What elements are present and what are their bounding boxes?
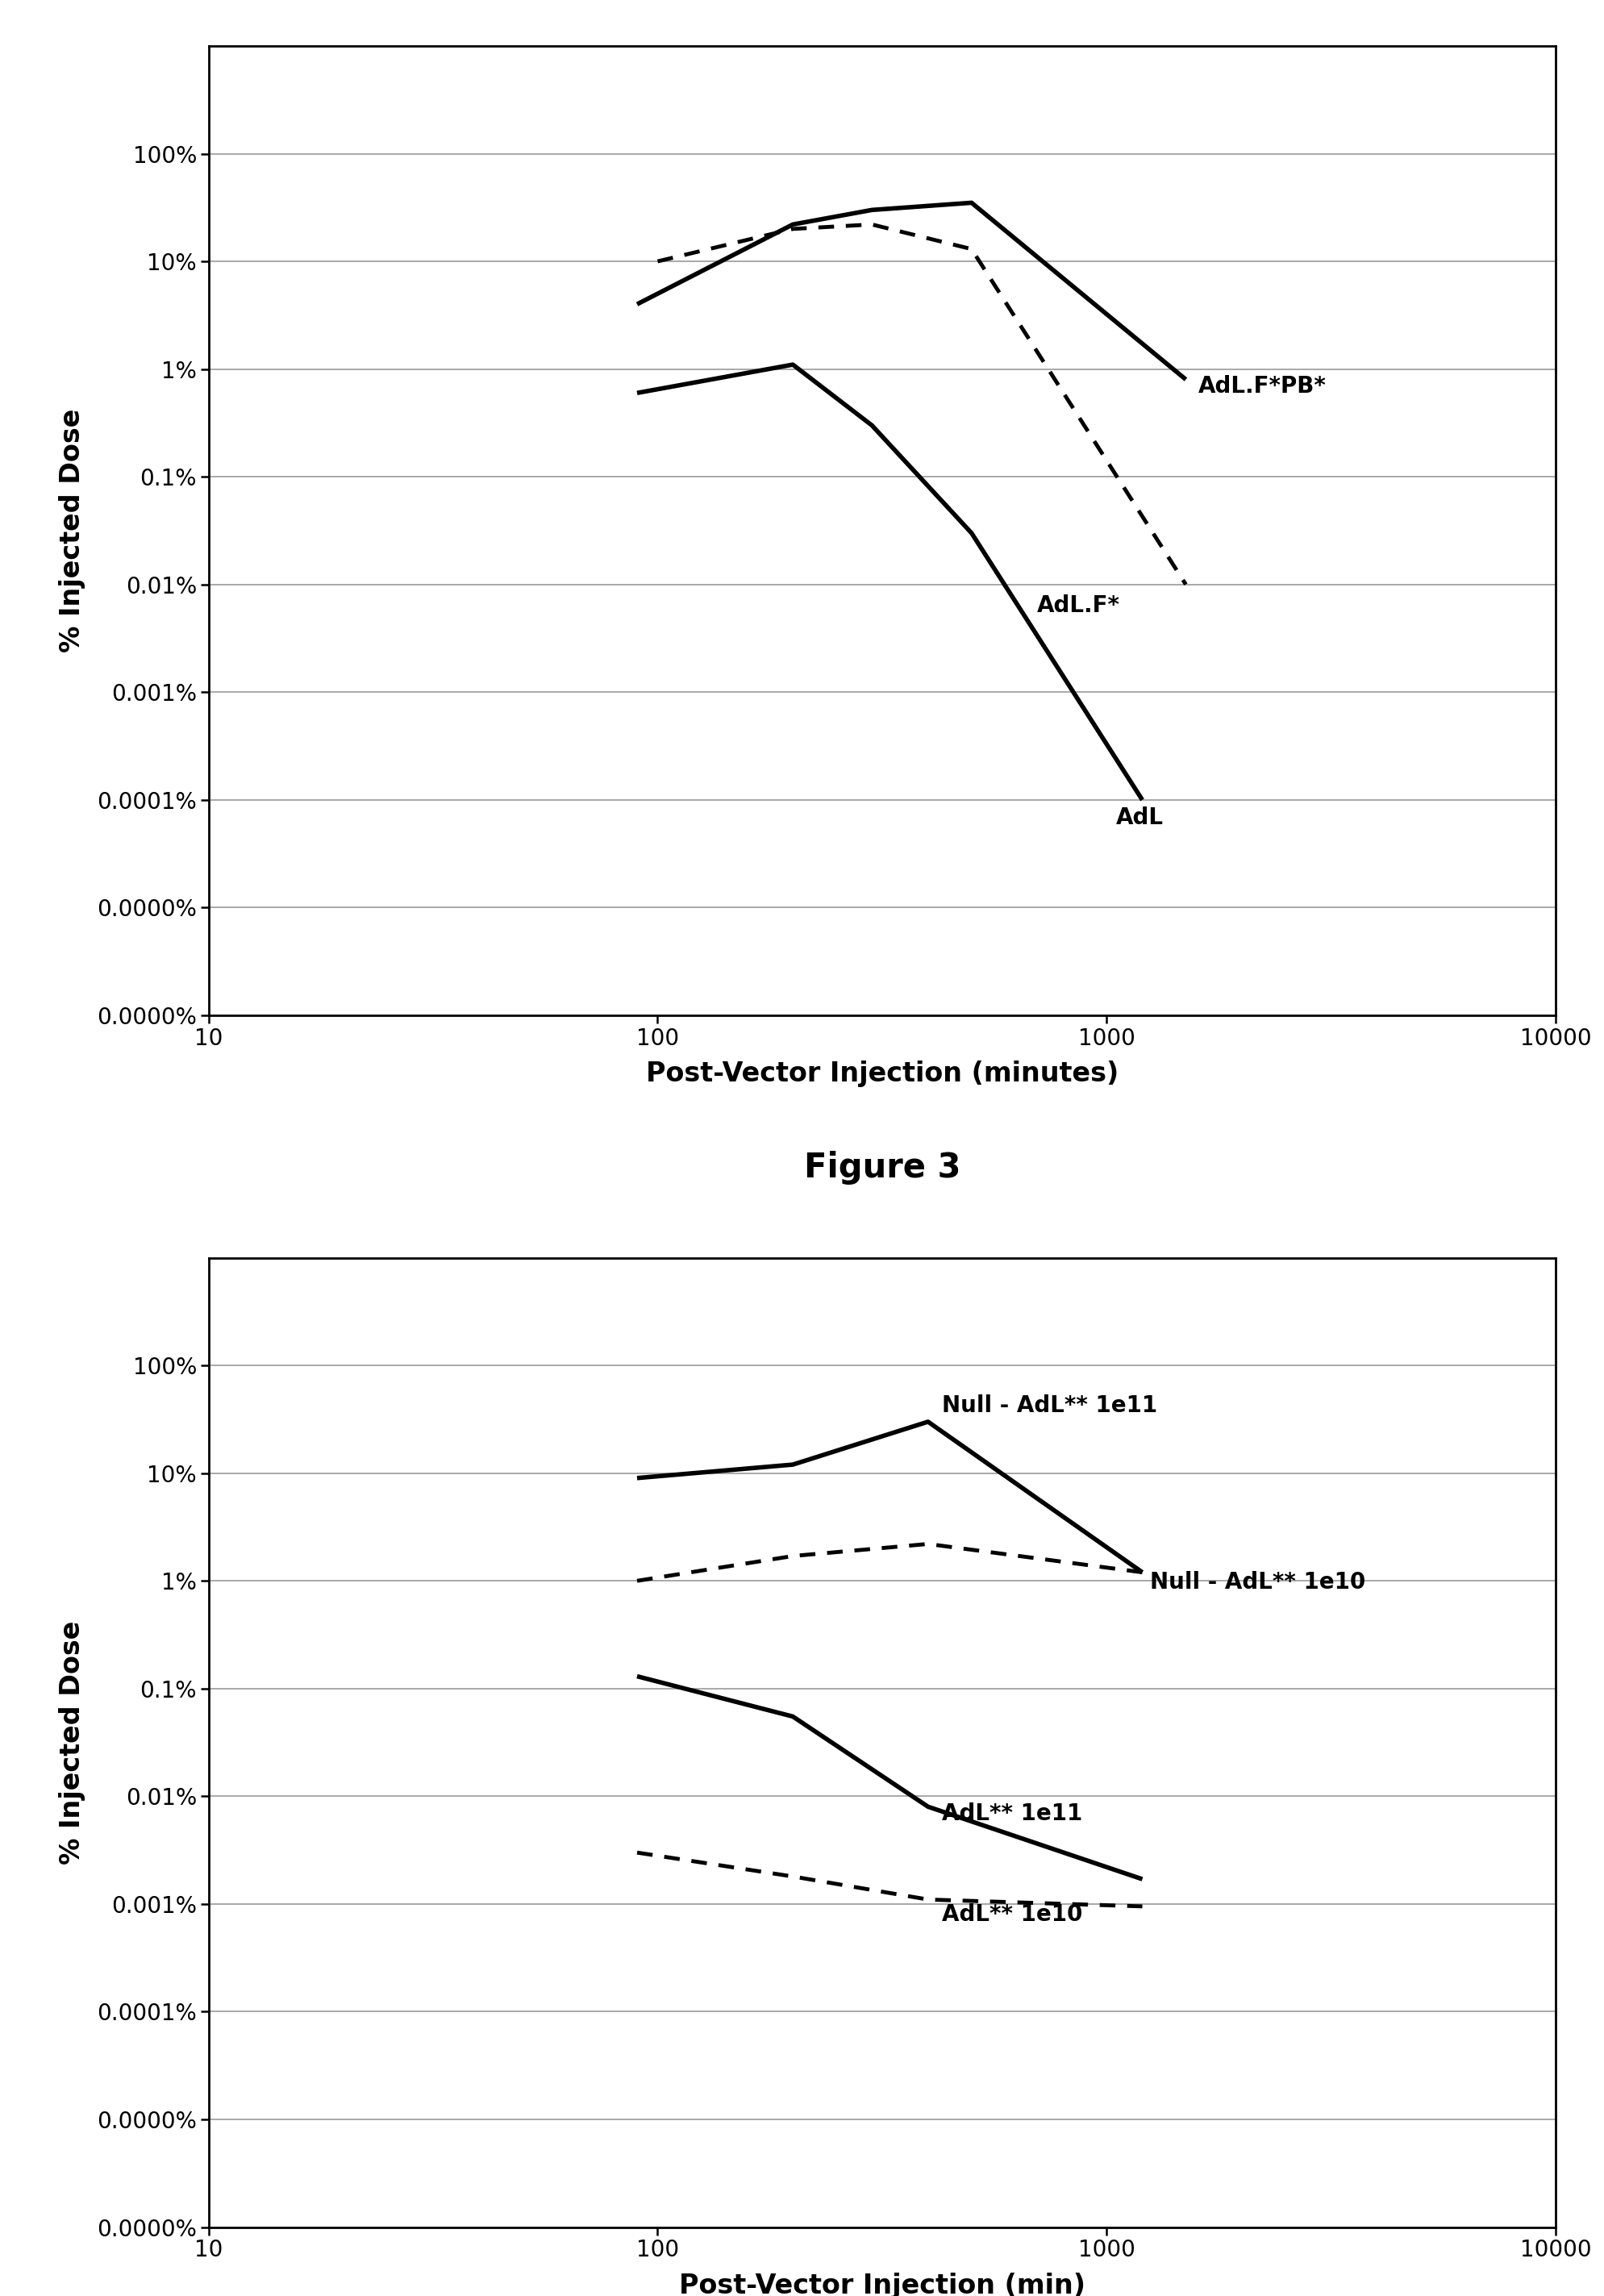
Text: Null - AdL** 1e10: Null - AdL** 1e10 <box>1150 1570 1365 1593</box>
Y-axis label: % Injected Dose: % Injected Dose <box>59 1621 85 1864</box>
Text: AdL.F*PB*: AdL.F*PB* <box>1198 374 1327 397</box>
Text: AdL: AdL <box>1116 806 1165 829</box>
X-axis label: Post-Vector Injection (min): Post-Vector Injection (min) <box>678 2273 1086 2296</box>
Text: AdL** 1e10: AdL** 1e10 <box>942 1903 1083 1926</box>
Text: AdL.F*: AdL.F* <box>1038 595 1120 618</box>
Text: AdL** 1e11: AdL** 1e11 <box>942 1802 1083 1825</box>
Y-axis label: % Injected Dose: % Injected Dose <box>59 409 85 652</box>
Text: Figure 3: Figure 3 <box>804 1150 961 1185</box>
X-axis label: Post-Vector Injection (minutes): Post-Vector Injection (minutes) <box>646 1061 1118 1088</box>
Text: Null - AdL** 1e11: Null - AdL** 1e11 <box>942 1394 1158 1417</box>
